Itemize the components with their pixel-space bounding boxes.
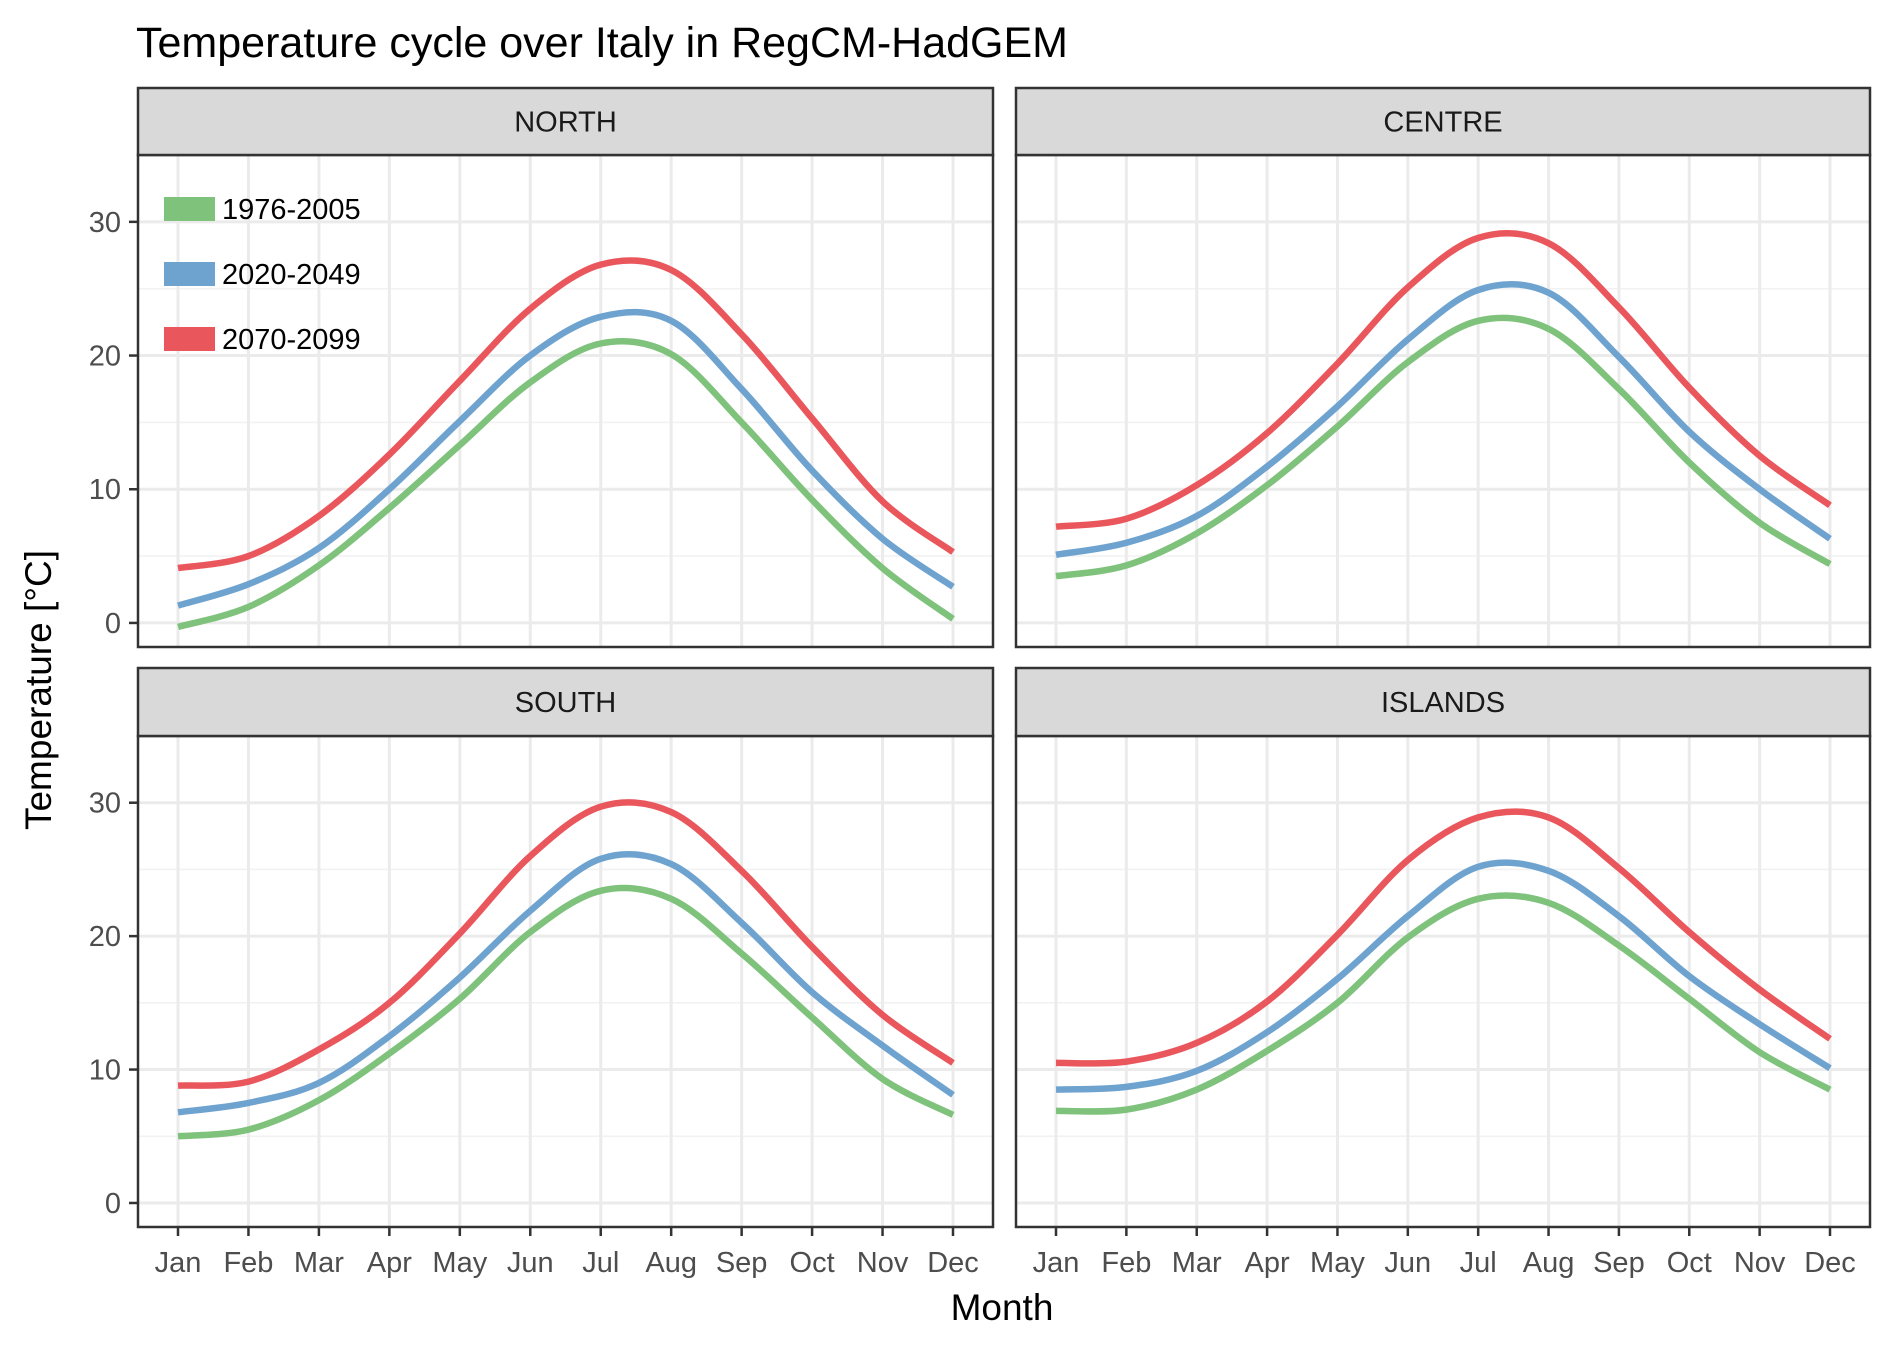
- chart-title: Temperature cycle over Italy in RegCM-Ha…: [136, 19, 1068, 67]
- series-line-islands-2020-2049: [1055, 859, 1832, 1093]
- y-tick-label: 10: [89, 474, 121, 506]
- x-tick-label: Oct: [790, 1247, 835, 1279]
- facet-strip-label: CENTRE: [1383, 107, 1502, 139]
- x-tick-label: Apr: [367, 1247, 412, 1279]
- legend-key-2070-2099: [164, 327, 215, 351]
- series-line-south-2070-2099: [177, 799, 955, 1089]
- y-axis-title: Temperature [°C]: [18, 550, 59, 830]
- x-tick-label: Jul: [1460, 1247, 1497, 1279]
- facet-strip: [1014, 86, 1872, 157]
- legend-key-2020-2049: [164, 262, 215, 286]
- y-tick-label: 30: [89, 788, 121, 820]
- x-tick-label: Jun: [507, 1247, 554, 1279]
- x-tick-label: Jul: [582, 1247, 619, 1279]
- x-tick-label: Oct: [1667, 1247, 1712, 1279]
- facet-strip: [1014, 666, 1872, 738]
- y-tick-label: 20: [89, 921, 121, 953]
- x-tick-label: Apr: [1245, 1247, 1290, 1279]
- panel-background: [1016, 736, 1870, 1227]
- y-tick-label: 0: [105, 608, 121, 640]
- facet-strip: [136, 86, 995, 157]
- facet-strip-label: ISLANDS: [1381, 687, 1505, 719]
- series-line-north-2020-2049: [177, 308, 955, 609]
- series-line-islands-2070-2099: [1055, 808, 1832, 1067]
- series-line-centre-2020-2049: [1055, 281, 1832, 559]
- x-tick-label: Sep: [1593, 1247, 1645, 1279]
- x-tick-label: Mar: [1172, 1247, 1222, 1279]
- y-tick-label: 20: [89, 341, 121, 373]
- series-line-south-1976-2005: [177, 884, 955, 1140]
- series-line-islands-1976-2005: [1055, 892, 1832, 1115]
- x-tick-label: Feb: [223, 1247, 273, 1279]
- panel-background: [1016, 155, 1870, 647]
- x-tick-label: Aug: [1523, 1247, 1575, 1279]
- panel-north: NORTH 0 10 20 30: [89, 86, 995, 649]
- panel-islands: ISLANDS Jan Feb Mar Apr May Jun Jul Aug Sep Oct Nov…: [1014, 666, 1872, 1279]
- x-tick-label: Sep: [716, 1247, 768, 1279]
- x-tick-label: May: [432, 1247, 487, 1279]
- legend-label: 2020-2049: [222, 259, 361, 291]
- panel-centre: CENTRE: [1014, 86, 1872, 649]
- legend-label: 1976-2005: [222, 194, 361, 226]
- legend-label: 2070-2099: [222, 324, 361, 356]
- series-line-centre-1976-2005: [1055, 314, 1832, 580]
- series-line-north-2070-2099: [177, 257, 955, 572]
- x-tick-label: Jan: [1033, 1247, 1080, 1279]
- legend: 1976-2005 2020-2049 2070-2099: [164, 194, 361, 356]
- facet-strip-label: NORTH: [514, 107, 617, 139]
- facet-panels: NORTH 0 10 20 30 CENTRE SOUTH 0 10 20 30 Jan Feb Mar A…: [89, 86, 1872, 1279]
- panel-background: [138, 736, 993, 1227]
- y-tick-label: 10: [89, 1055, 121, 1087]
- series-line-south-2020-2049: [177, 851, 955, 1116]
- y-tick-label: 0: [105, 1188, 121, 1220]
- x-tick-label: Jan: [155, 1247, 202, 1279]
- x-axis-title: Month: [951, 1287, 1054, 1328]
- x-tick-label: Feb: [1101, 1247, 1151, 1279]
- x-tick-label: Dec: [927, 1247, 979, 1279]
- legend-key-1976-2005: [164, 197, 215, 221]
- x-tick-label: Mar: [294, 1247, 344, 1279]
- x-tick-label: Nov: [857, 1247, 909, 1279]
- facet-strip-label: SOUTH: [515, 687, 617, 719]
- x-tick-label: Aug: [645, 1247, 697, 1279]
- panel-background: [138, 155, 993, 647]
- series-line-centre-2070-2099: [1055, 230, 1832, 530]
- x-tick-label: May: [1310, 1247, 1365, 1279]
- x-tick-label: Jun: [1384, 1247, 1431, 1279]
- x-tick-label: Dec: [1804, 1247, 1856, 1279]
- panel-south: SOUTH 0 10 20 30 Jan Feb Mar Apr May Jun Jul Aug Sep O…: [89, 666, 995, 1279]
- y-tick-label: 30: [89, 207, 121, 239]
- x-tick-label: Nov: [1734, 1247, 1786, 1279]
- series-line-north-1976-2005: [177, 338, 955, 631]
- facet-strip: [136, 666, 995, 738]
